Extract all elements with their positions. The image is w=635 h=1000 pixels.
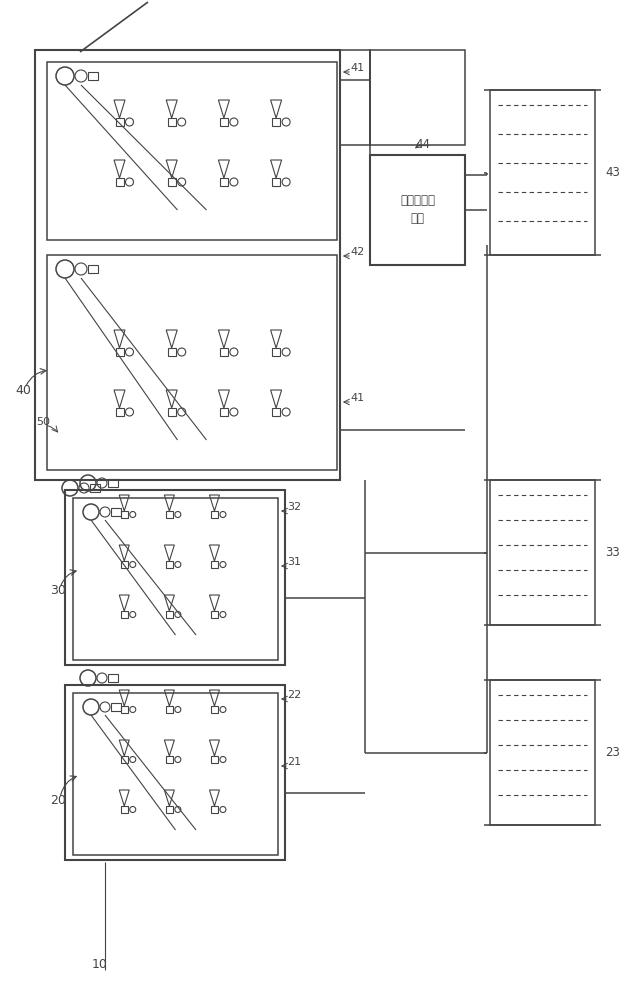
Bar	[490, 680, 595, 825]
Text: 20: 20	[50, 794, 66, 806]
Bar	[121, 611, 128, 618]
Bar	[116, 408, 123, 416]
Bar	[111, 703, 121, 711]
Text: 44: 44	[415, 138, 430, 151]
Text: 23: 23	[605, 746, 620, 759]
Bar	[272, 348, 280, 356]
Bar	[490, 90, 595, 255]
Bar	[73, 498, 278, 660]
Text: 41: 41	[350, 393, 364, 403]
Text: 31: 31	[287, 557, 301, 567]
Bar	[166, 706, 173, 713]
Bar	[168, 118, 176, 126]
Bar	[121, 561, 128, 568]
Bar	[88, 72, 98, 80]
Bar	[108, 674, 118, 682]
Bar	[111, 508, 121, 516]
Bar	[220, 178, 228, 186]
Text: 21: 21	[287, 757, 301, 767]
Bar	[121, 756, 128, 763]
Bar	[490, 480, 595, 625]
Bar	[121, 511, 128, 518]
Bar	[211, 561, 218, 568]
Bar	[220, 118, 228, 126]
Bar	[272, 118, 280, 126]
Bar	[220, 348, 228, 356]
Bar	[211, 611, 218, 618]
Text: 30: 30	[50, 584, 66, 596]
Bar	[90, 484, 100, 492]
Bar	[211, 756, 218, 763]
Text: 41: 41	[350, 63, 364, 73]
Bar	[211, 806, 218, 813]
Bar	[121, 706, 128, 713]
Bar	[168, 348, 176, 356]
Bar	[166, 806, 173, 813]
Bar	[88, 265, 98, 273]
Bar	[370, 155, 465, 265]
Bar	[166, 611, 173, 618]
Text: 42: 42	[350, 247, 364, 257]
Text: 10: 10	[92, 958, 108, 972]
Bar	[166, 511, 173, 518]
Bar	[168, 408, 176, 416]
Bar	[340, 50, 370, 145]
Bar	[272, 178, 280, 186]
Text: 22: 22	[287, 690, 301, 700]
Bar	[168, 178, 176, 186]
Bar	[116, 348, 123, 356]
Bar	[116, 178, 123, 186]
Bar	[108, 479, 118, 487]
Text: 40: 40	[15, 383, 31, 396]
Bar	[272, 408, 280, 416]
Bar	[116, 118, 123, 126]
Bar	[47, 62, 337, 240]
Bar	[65, 490, 285, 665]
Bar	[211, 511, 218, 518]
Bar	[73, 693, 278, 855]
Bar	[211, 706, 218, 713]
Bar	[370, 50, 465, 145]
Bar	[121, 806, 128, 813]
Bar	[35, 50, 340, 480]
Text: 32: 32	[287, 502, 301, 512]
Text: 33: 33	[605, 546, 620, 559]
Bar	[166, 756, 173, 763]
Bar	[166, 561, 173, 568]
Text: 50: 50	[36, 417, 50, 427]
Bar	[65, 685, 285, 860]
Text: 43: 43	[605, 166, 620, 179]
Bar	[47, 255, 337, 470]
Text: 无电銀控制
单元: 无电銀控制 单元	[400, 194, 435, 226]
Bar	[220, 408, 228, 416]
